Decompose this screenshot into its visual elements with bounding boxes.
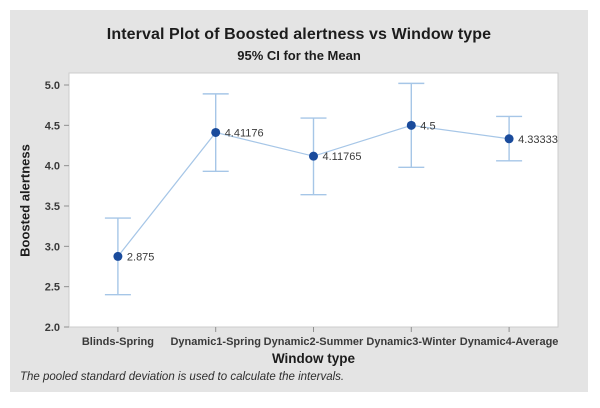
chart-title: Interval Plot of Boosted alertness vs Wi… <box>106 26 492 43</box>
x-tick-label: Dynamic4-Average <box>460 336 559 348</box>
chart-panel: Interval Plot of Boosted alertness vs Wi… <box>10 10 588 392</box>
chart-subtitle: 95% CI for the Mean <box>237 48 361 63</box>
mean-marker-1 <box>211 127 221 137</box>
value-label-4: 4.33333 <box>518 134 558 146</box>
plot-area <box>68 72 559 328</box>
value-label-1: 4.41176 <box>225 127 264 139</box>
x-tick-label: Blinds-Spring <box>82 336 154 348</box>
x-tick-label: Dynamic1-Spring <box>170 336 260 348</box>
mean-marker-0 <box>113 251 123 261</box>
y-tick-label: 2.5 <box>45 282 60 294</box>
y-tick-label: 3.5 <box>45 201 60 213</box>
value-label-0: 2.875 <box>127 251 155 263</box>
y-tick-label: 3.0 <box>45 241 60 253</box>
y-tick-label: 4.5 <box>45 120 60 132</box>
value-label-3: 4.5 <box>420 120 435 132</box>
x-tick-label: Dynamic2-Summer <box>264 336 364 348</box>
mean-marker-2 <box>309 151 318 161</box>
footnote: The pooled standard deviation is used to… <box>20 371 345 383</box>
y-tick-label: 4.0 <box>45 161 60 173</box>
y-tick-label: 2.0 <box>45 322 60 334</box>
value-label-2: 4.11765 <box>323 151 362 163</box>
mean-marker-4 <box>504 134 514 144</box>
y-tick-label: 5.0 <box>45 80 60 92</box>
chart-canvas: 2.0 2.5 3.0 3.5 4.0 4.5 5.0 Blinds-Spring Dynami… <box>45 72 559 348</box>
x-tick-label: Dynamic3-Winter <box>366 336 456 348</box>
mean-marker-3 <box>406 120 416 130</box>
x-axis-title: Window type <box>271 351 356 366</box>
